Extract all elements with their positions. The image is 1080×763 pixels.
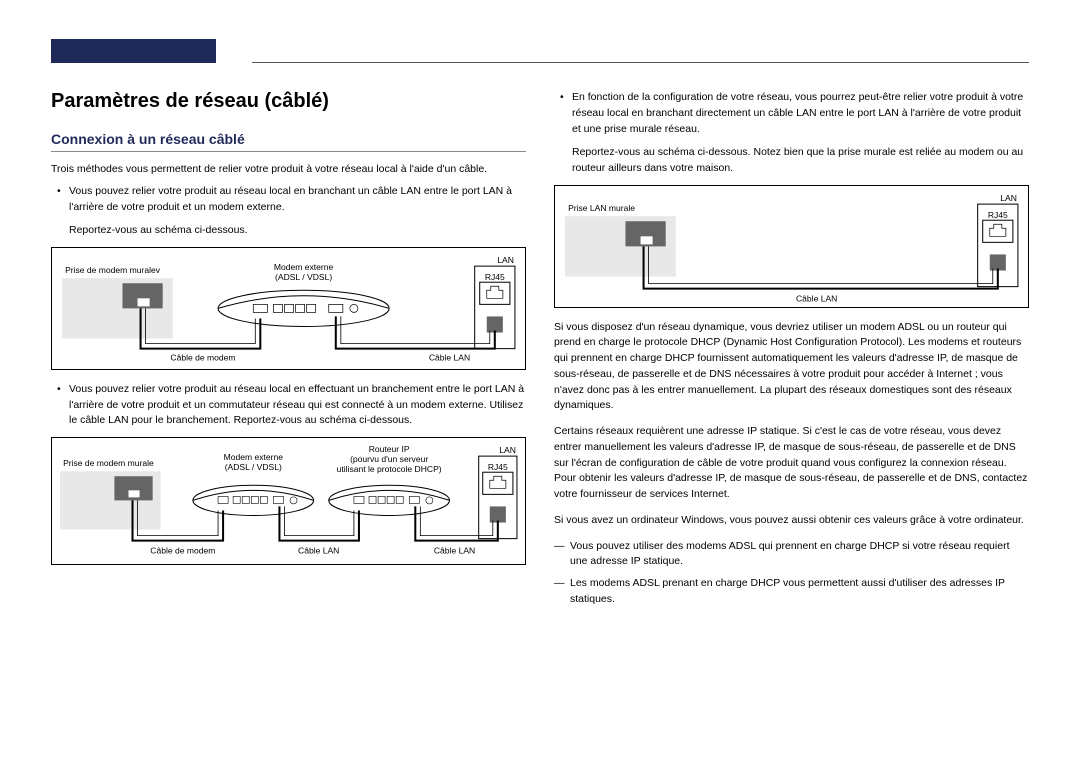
- diagram-label: Câble LAN: [429, 353, 470, 363]
- page-title: Paramètres de réseau (câblé): [51, 90, 526, 113]
- dash-list: Vous pouvez utiliser des modems ADSL qui…: [554, 539, 1029, 608]
- list-item: En fonction de la configuration de votre…: [572, 90, 1029, 137]
- diagram-label: Câble LAN: [796, 293, 837, 303]
- accent-bar: [51, 39, 216, 63]
- list-item: Vous pouvez utiliser des modems ADSL qui…: [570, 539, 1029, 571]
- list-item: Vous pouvez relier votre produit au rése…: [69, 184, 526, 216]
- diagram-label: Câble LAN: [434, 546, 475, 556]
- section-title: Connexion à un réseau câblé: [51, 131, 526, 152]
- page-content: Paramètres de réseau (câblé) Connexion à…: [51, 90, 1029, 614]
- list-item: Vous pouvez relier votre produit au rése…: [69, 382, 526, 429]
- diagram-label: Câble de modem: [170, 353, 235, 363]
- diagram-label: Prise de modem muralev: [65, 265, 161, 275]
- diagram-label: Prise LAN murale: [568, 203, 635, 213]
- diagram-label: Routeur IP: [369, 444, 410, 454]
- sub-paragraph: Reportez-vous au schéma ci-dessous.: [51, 223, 526, 239]
- diagram-wall-direct: Prise LAN murale RJ45 LAN Câble LAN: [554, 185, 1029, 308]
- diagram-label: Câble de modem: [150, 546, 215, 556]
- diagram-label: utilisant le protocole DHCP): [337, 464, 442, 474]
- sub-paragraph: Reportez-vous au schéma ci-dessous. Note…: [554, 145, 1029, 177]
- left-column: Paramètres de réseau (câblé) Connexion à…: [51, 90, 526, 614]
- body-paragraph: Si vous disposez d'un réseau dynamique, …: [554, 320, 1029, 415]
- diagram-label: RJ45: [988, 210, 1008, 220]
- diagram-label: RJ45: [488, 462, 508, 472]
- diagram-label: LAN: [497, 255, 514, 265]
- diagram-label: (ADSL / VDSL): [225, 462, 282, 472]
- diagram-modem-direct: Prise de modem muralev Modem externe (AD…: [51, 247, 526, 370]
- header-rule: [252, 62, 1029, 63]
- diagram-label: Câble LAN: [298, 546, 339, 556]
- left-bullet-list-2: Vous pouvez relier votre produit au rése…: [51, 382, 526, 429]
- diagram-label: (ADSL / VDSL): [275, 272, 332, 282]
- intro-paragraph: Trois méthodes vous permettent de relier…: [51, 162, 526, 178]
- list-item: Les modems ADSL prenant en charge DHCP v…: [570, 576, 1029, 608]
- body-paragraph: Certains réseaux requièrent une adresse …: [554, 424, 1029, 503]
- right-bullet-list: En fonction de la configuration de votre…: [554, 90, 1029, 137]
- diagram-label: RJ45: [485, 272, 505, 282]
- diagram-label: (pourvu d'un serveur: [350, 454, 428, 464]
- diagram-modem-router: Prise de modem murale Modem externe (ADS…: [51, 437, 526, 565]
- diagram-label: Modem externe: [224, 452, 284, 462]
- diagram-label: Prise de modem murale: [63, 458, 154, 468]
- body-paragraph: Si vous avez un ordinateur Windows, vous…: [554, 513, 1029, 529]
- diagram-label: LAN: [1000, 193, 1017, 203]
- left-bullet-list-1: Vous pouvez relier votre produit au rése…: [51, 184, 526, 216]
- diagram-label: Modem externe: [274, 262, 334, 272]
- diagram-label: LAN: [499, 445, 516, 455]
- right-column: En fonction de la configuration de votre…: [554, 90, 1029, 614]
